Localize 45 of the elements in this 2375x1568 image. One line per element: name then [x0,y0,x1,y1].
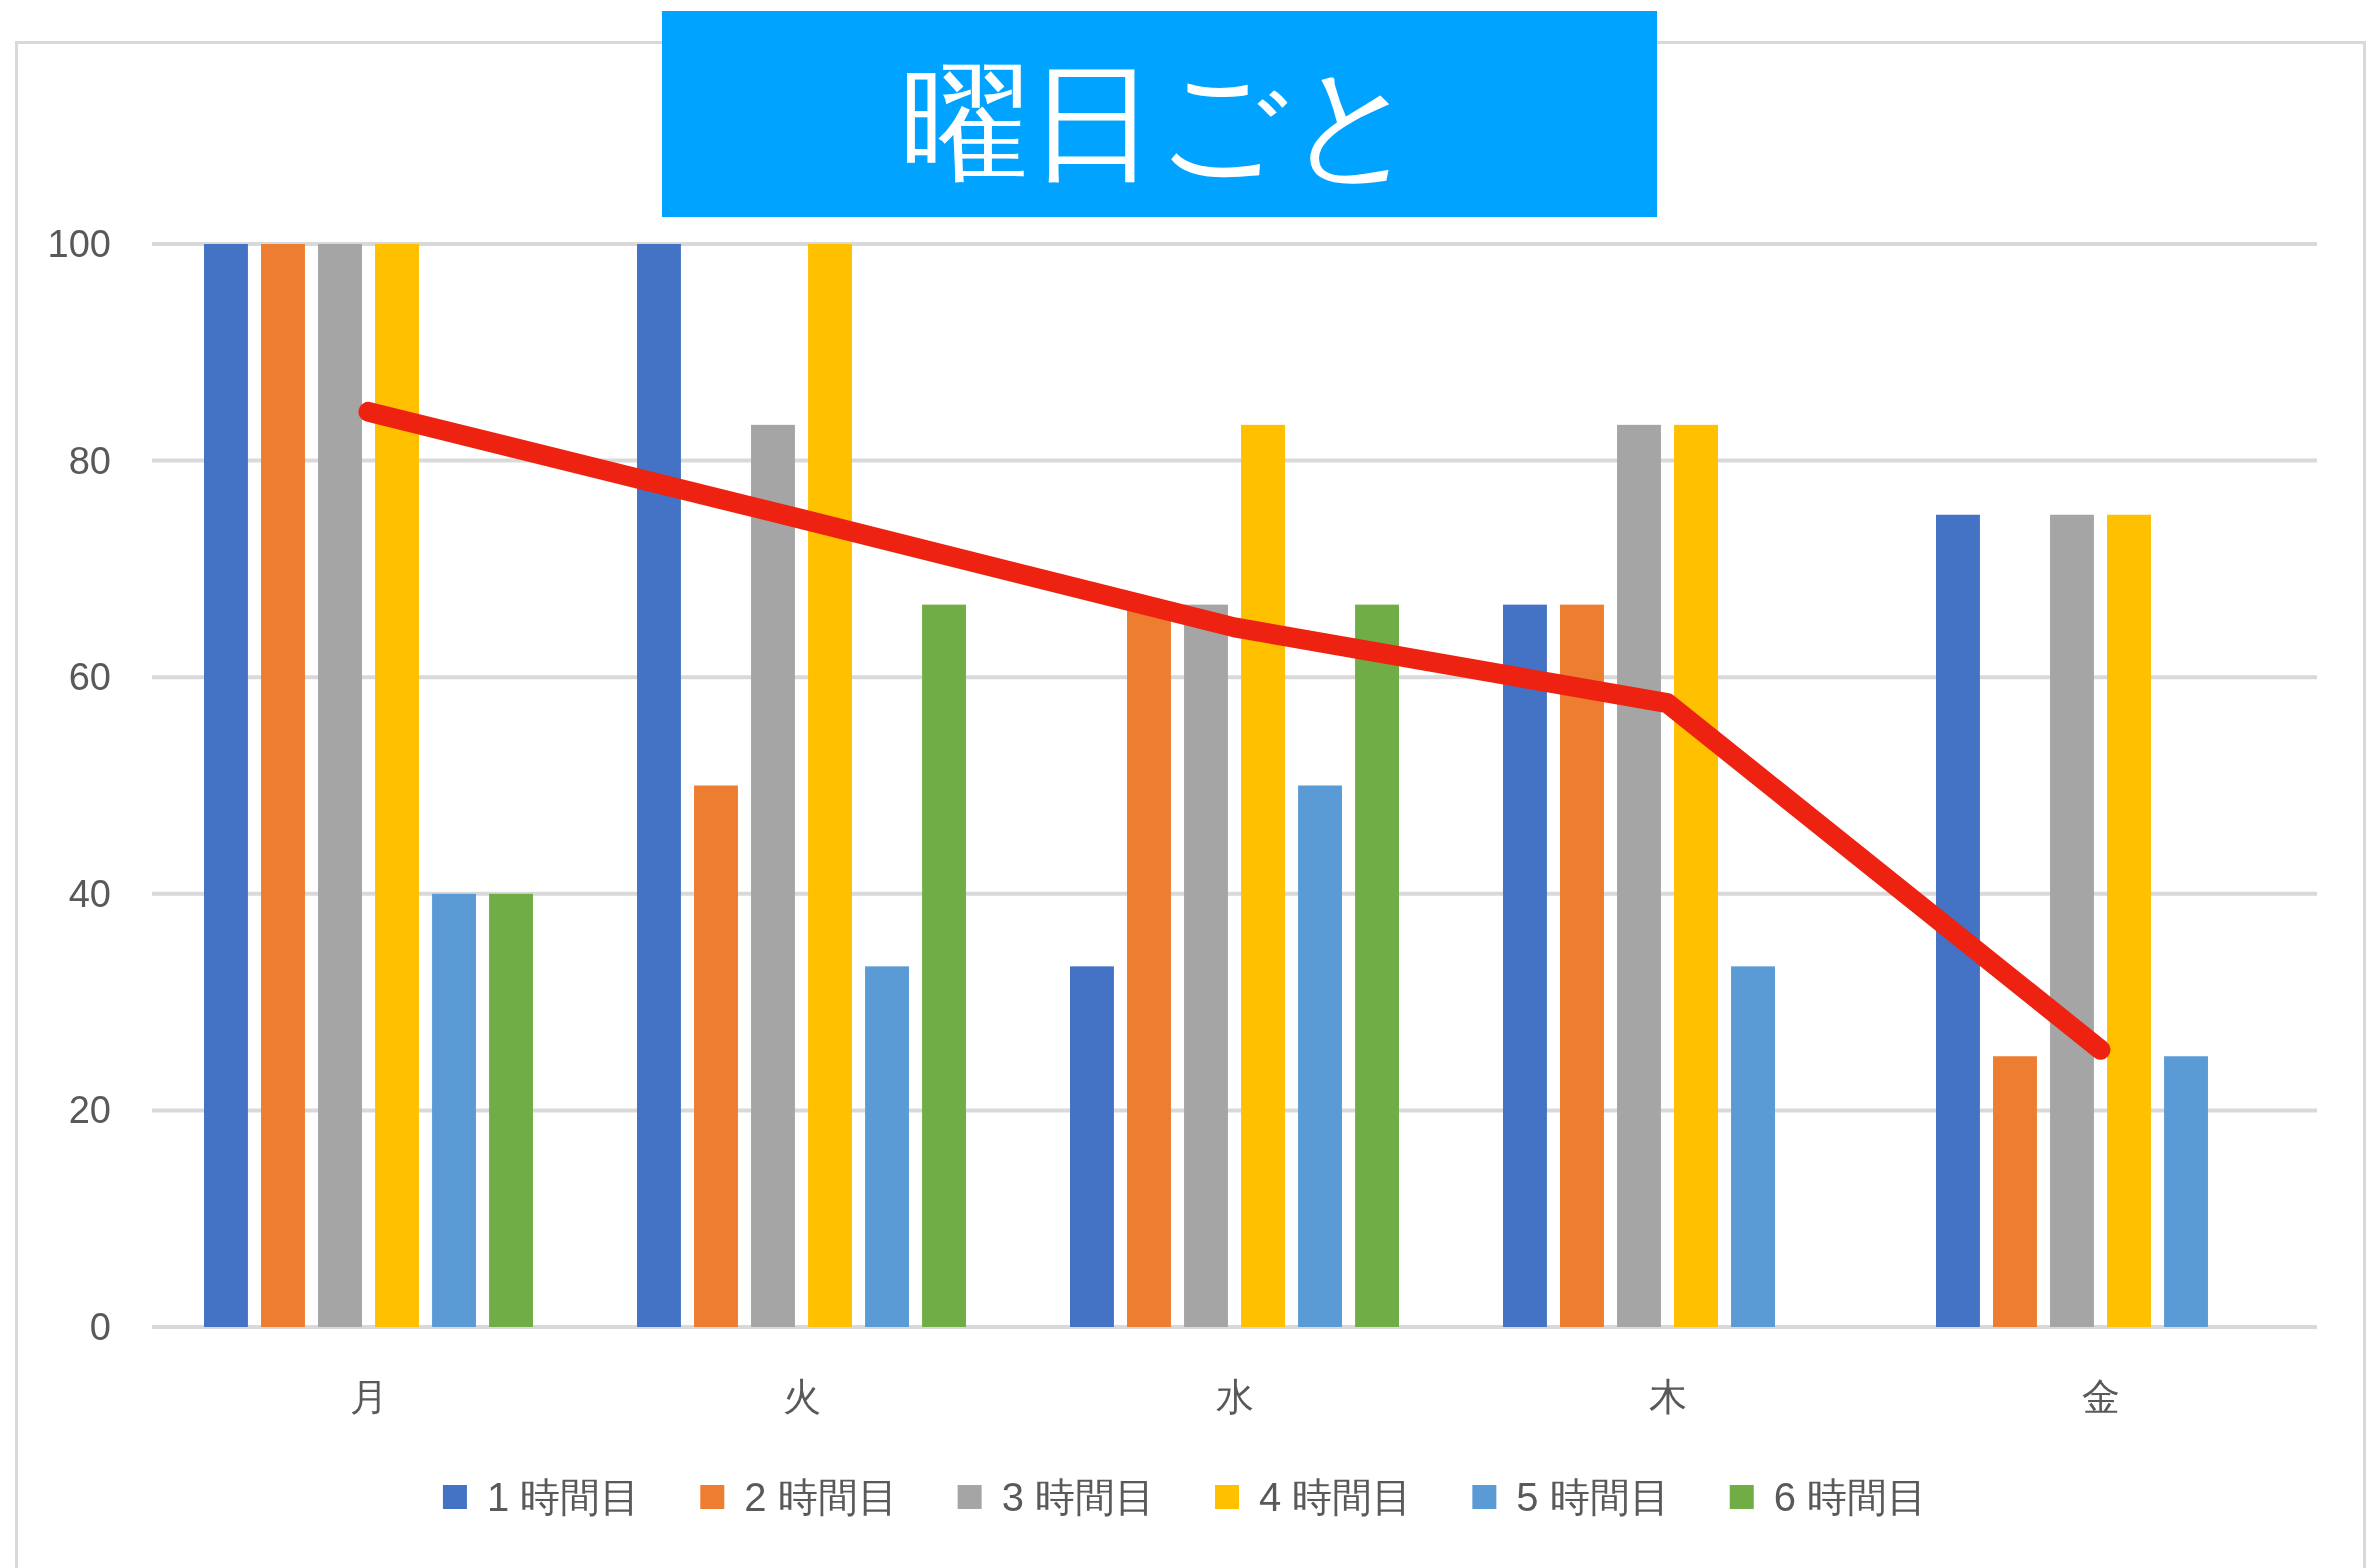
bar [865,966,909,1327]
bar [1731,966,1775,1327]
x-tick-label: 木 [1648,1376,1687,1418]
bar [1070,966,1114,1327]
legend-label: 2 時間目 [744,1475,898,1519]
y-tick-label: 60 [68,656,111,699]
bar [1936,514,1980,1327]
bar [318,244,362,1327]
legend-label: 6 時間目 [1773,1475,1928,1519]
y-tick-label: 80 [68,439,111,482]
bar [1674,424,1718,1327]
bar [375,244,419,1327]
bar [694,785,738,1327]
legend-label: 1 時間目 [486,1475,641,1519]
bar [922,604,966,1327]
bar [2050,514,2094,1327]
bar [1241,424,1285,1327]
x-tick-label: 月 [349,1376,388,1418]
bar [489,893,533,1327]
x-tick-label: 金 [2081,1376,2120,1418]
bar [1560,604,1604,1327]
bar [1993,1056,2037,1327]
bar [637,244,681,1327]
bar [2164,1056,2208,1327]
x-tick-label: 水 [1215,1376,1254,1418]
bar [751,424,795,1327]
y-tick-label: 0 [89,1306,111,1348]
legend-label: 3 時間目 [1001,1475,1155,1519]
bar [1355,604,1399,1327]
bar [261,244,305,1327]
bar [1503,604,1547,1327]
bar [2107,514,2151,1327]
y-tick-label: 100 [47,223,111,265]
bar [1298,785,1342,1327]
bar [204,244,248,1327]
bar [432,893,476,1327]
y-tick-label: 40 [68,872,111,915]
y-tick-label: 20 [68,1089,111,1132]
x-tick-label: 火 [782,1376,821,1418]
bar [808,244,852,1327]
legend-label: 5 時間目 [1516,1475,1670,1519]
bar [1184,604,1228,1327]
chart-title: 曜日ごと [901,50,1419,194]
legend-label: 4 時間目 [1259,1475,1413,1519]
bar [1617,424,1661,1327]
